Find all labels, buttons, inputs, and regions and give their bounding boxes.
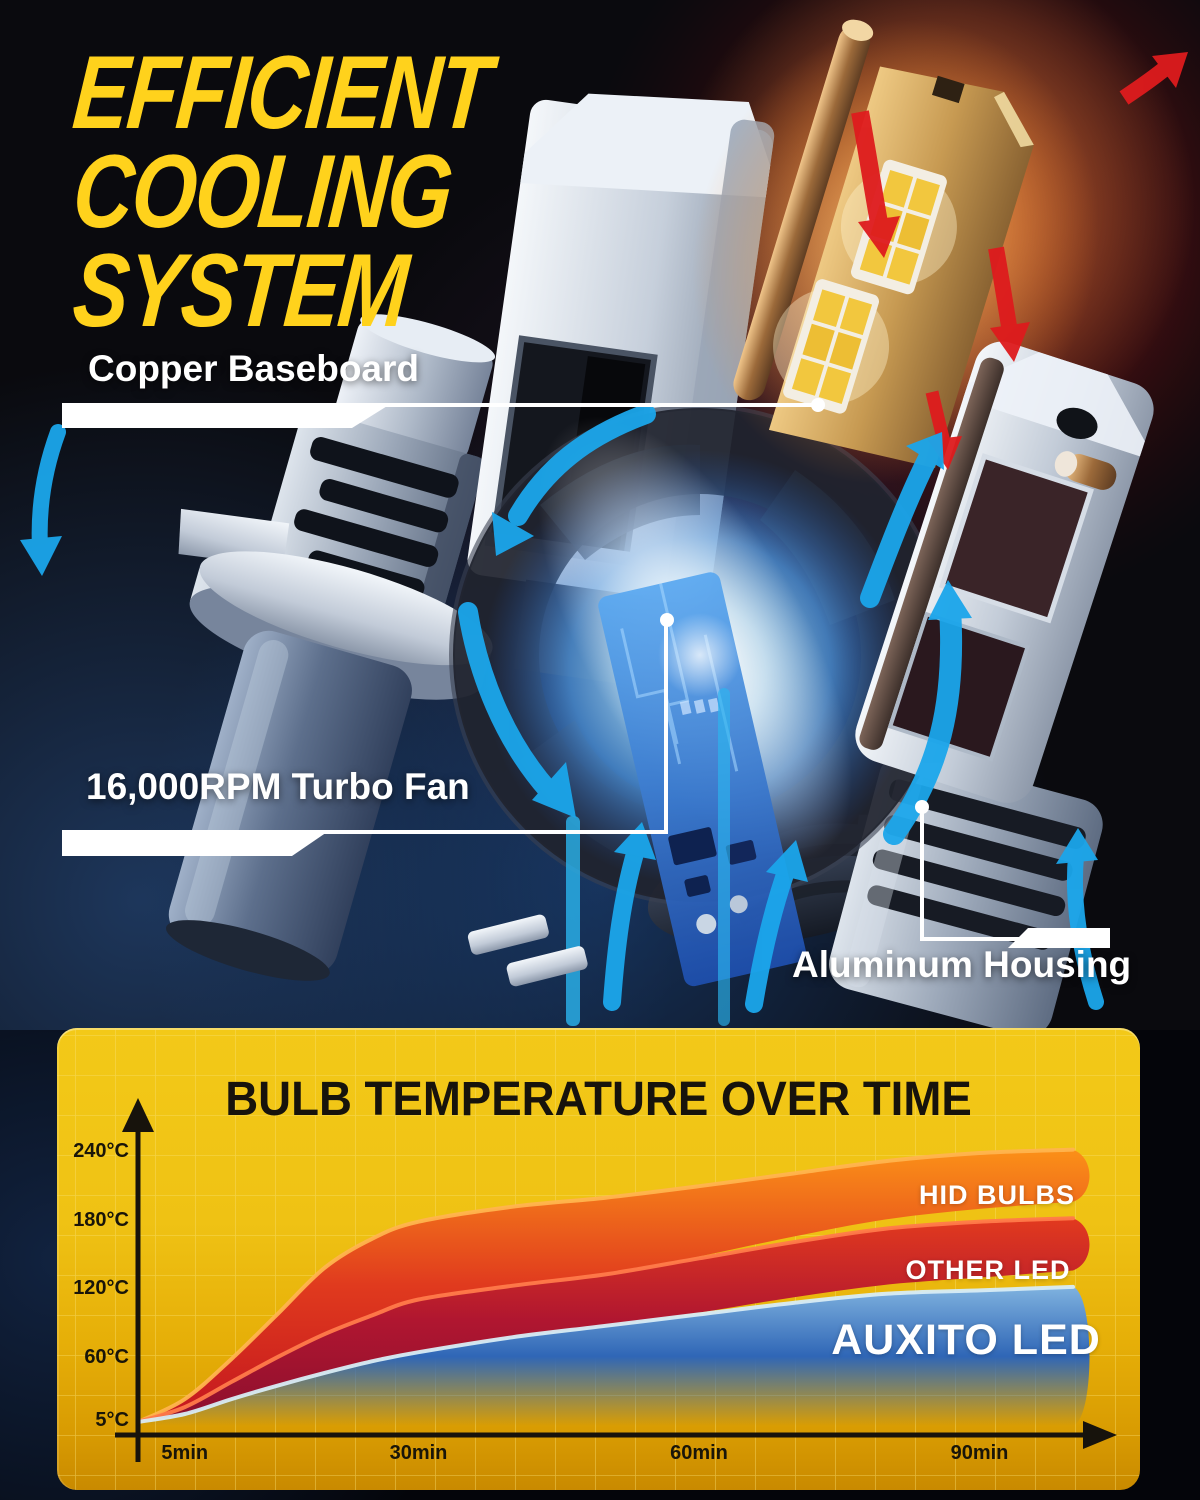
temperature-chart	[57, 1028, 1140, 1490]
legend-auxito-led: AUXITO LED	[831, 1316, 1101, 1364]
y-tick-label: 5°C	[95, 1408, 129, 1431]
band-edge-2	[136, 1284, 1075, 1424]
chart-axes	[115, 1098, 1117, 1462]
page-title-line-2: COOLING	[69, 133, 456, 250]
blue-airflow-arrows	[20, 404, 1104, 1013]
x-tick-label: 5min	[161, 1442, 209, 1464]
y-tick-label: 120°C	[73, 1277, 129, 1300]
band-other-led	[138, 1218, 1090, 1422]
page-title-line-1: EFFICIENT	[69, 35, 495, 151]
red-heat-arrows	[851, 52, 1188, 470]
callout-aluminum-housing: Aluminum Housing	[792, 944, 1132, 985]
y-tick-label: 240°C	[73, 1140, 129, 1163]
callout-line-copper	[62, 398, 825, 428]
temperature-chart-card: BULB TEMPERATURE OVER TIME 240°C 180°C 120…	[57, 1028, 1140, 1490]
y-tick-label: 180°C	[73, 1208, 129, 1231]
x-tick-label: 90min	[950, 1442, 1009, 1464]
x-tick-label: 30min	[389, 1442, 448, 1464]
legend-other-led: OTHER LED	[905, 1255, 1071, 1285]
callout-line-housing	[915, 800, 1110, 948]
callout-lines	[62, 398, 1110, 948]
page-title: EFFICIENT COOLING SYSTEM	[69, 35, 597, 349]
driver-pcb	[598, 572, 807, 987]
callout-line-fan	[62, 613, 674, 856]
x-tick-label: 60min	[670, 1442, 728, 1464]
callout-copper-baseboard: Copper Baseboard	[88, 348, 420, 389]
page-title-line-3: SYSTEM	[69, 232, 412, 349]
left-bulb-illustration	[166, 314, 496, 981]
turbo-fan-illustration	[449, 404, 951, 1026]
y-tick-label: 60°C	[84, 1346, 129, 1369]
led-chip-array	[773, 159, 957, 414]
chart-title: BULB TEMPERATURE OVER TIME	[225, 1073, 972, 1126]
band-hid-bulbs	[138, 1149, 1090, 1422]
chart-area-bands	[136, 1147, 1090, 1426]
callout-turbo-fan: 16,000RPM Turbo Fan	[86, 766, 470, 807]
band-edge-1	[136, 1216, 1075, 1424]
legend-hid-bulbs: HID BULBS	[919, 1180, 1075, 1210]
band-auxito-led	[138, 1286, 1090, 1426]
band-edge-0	[136, 1147, 1075, 1424]
